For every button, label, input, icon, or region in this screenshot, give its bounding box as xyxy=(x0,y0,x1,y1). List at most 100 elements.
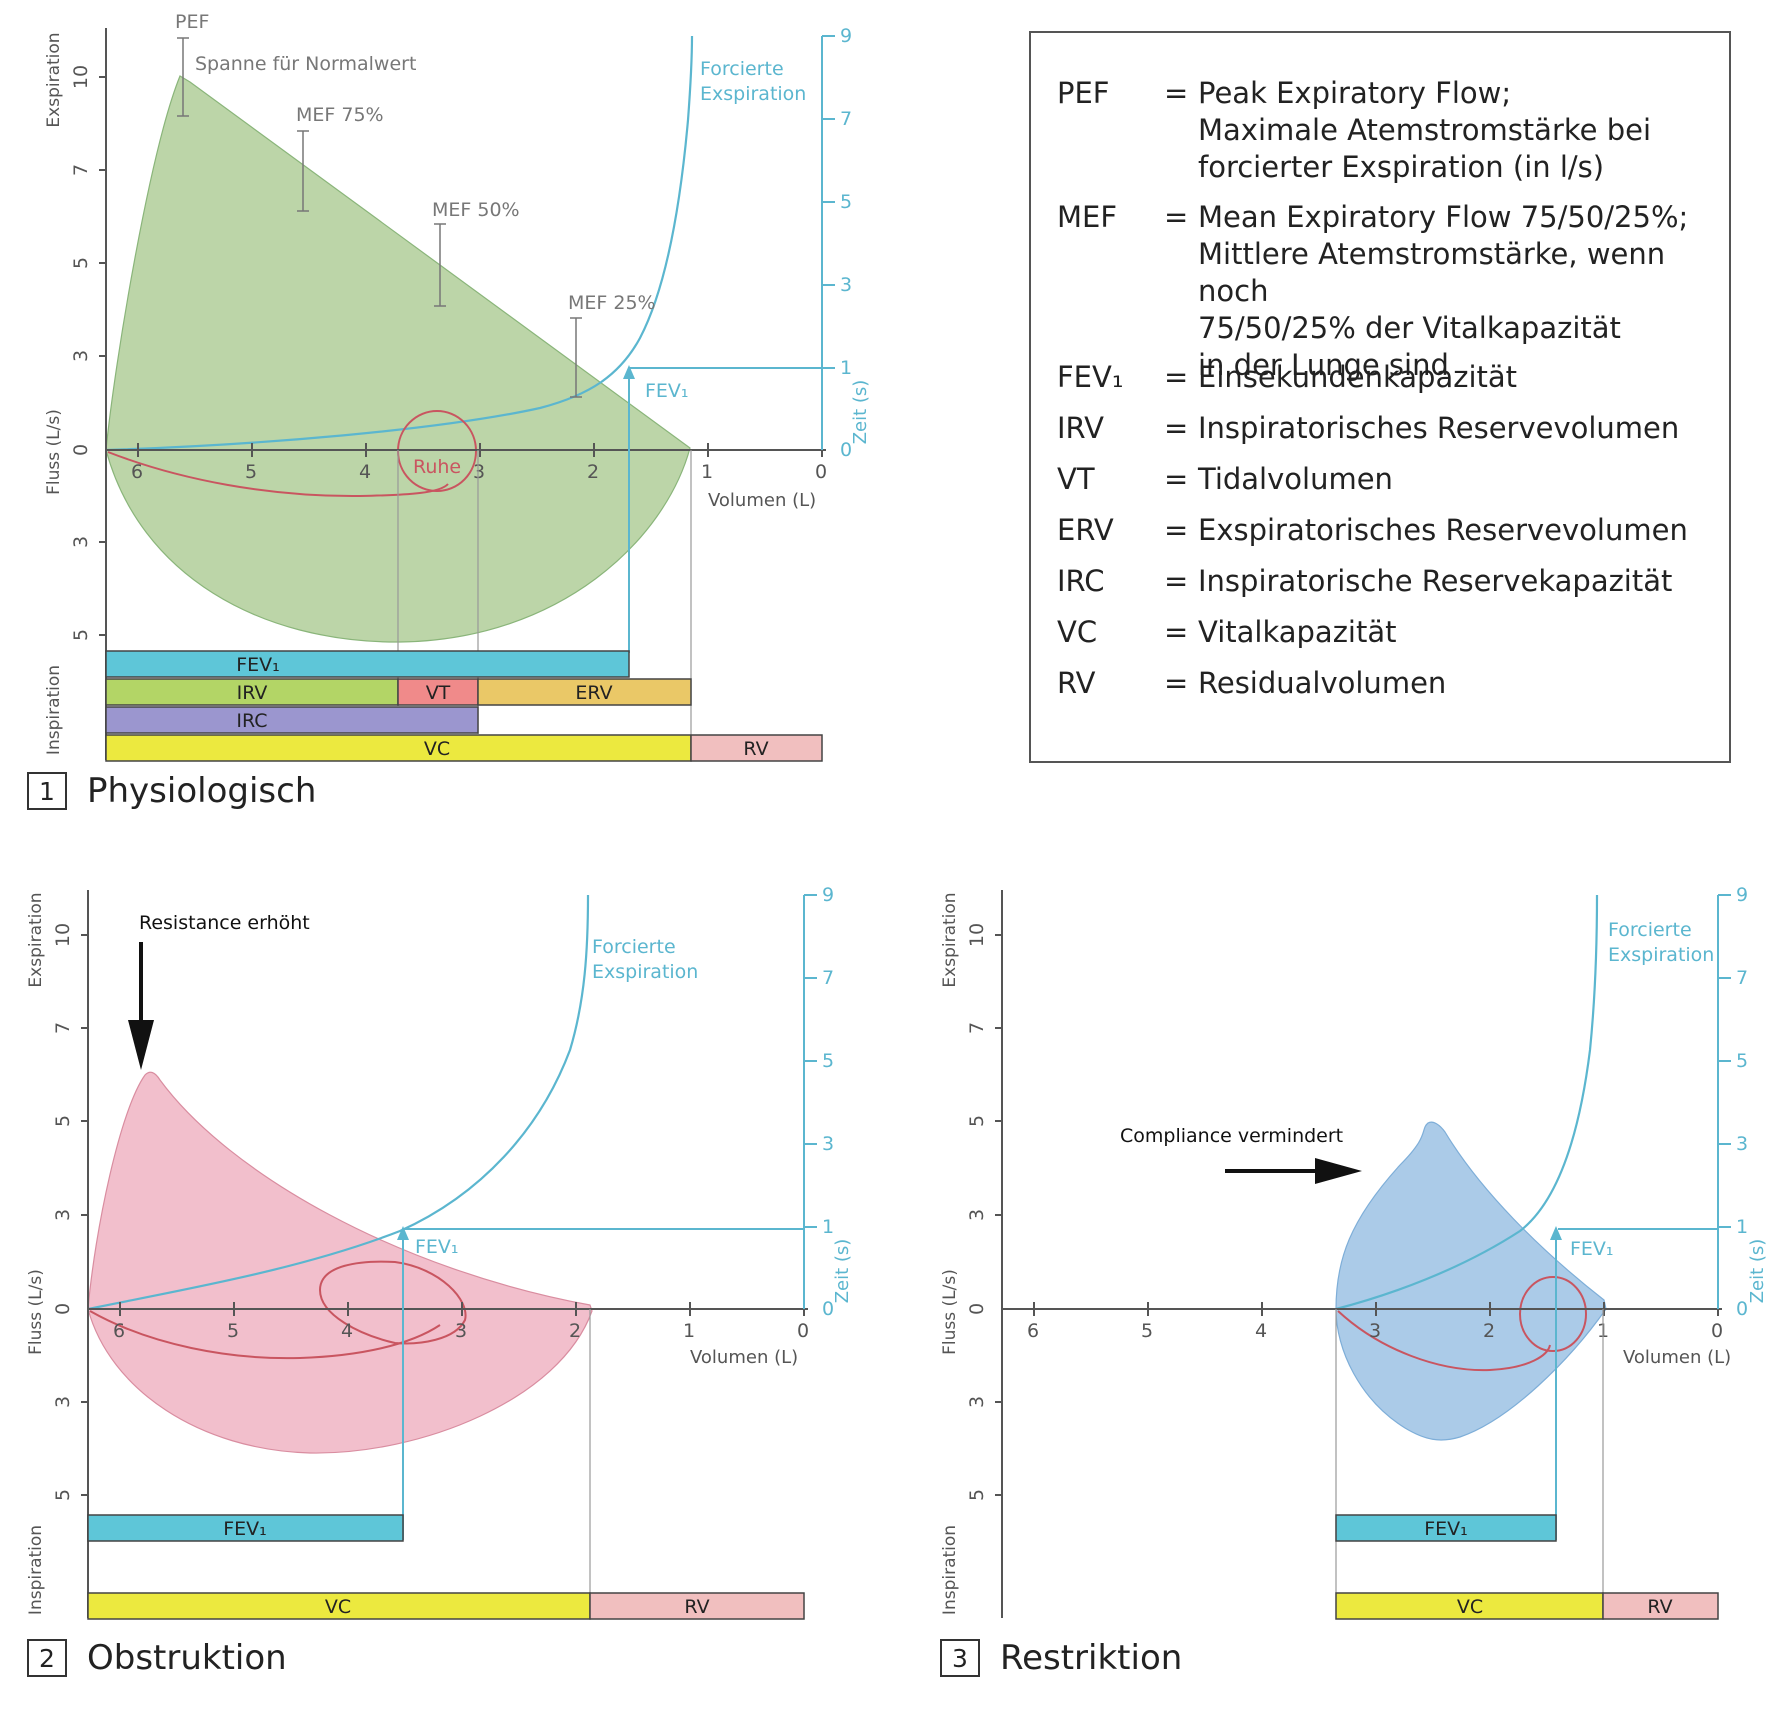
time-tick-label: 7 xyxy=(1736,967,1748,989)
inspiration-axis-label: Inspiration xyxy=(940,1525,960,1615)
bar-guides xyxy=(1335,1309,1604,1593)
legend-abbr: VC xyxy=(1057,615,1098,649)
x-tick-label: 6 xyxy=(131,461,143,483)
y-tick-label: 3 xyxy=(52,1396,74,1408)
time-axis xyxy=(1717,894,1731,1309)
ruhe-label: Ruhe xyxy=(413,456,461,478)
fev1-bar xyxy=(87,1514,404,1542)
x-tick-marks xyxy=(137,443,823,457)
legend-equals: = xyxy=(1164,411,1189,445)
panel-obstruktion: 6 5 4 3 2 1 0 Volumen (L) 10 7 5 3 0 3 5… xyxy=(26,884,853,1620)
time-tick-label: 1 xyxy=(1736,1216,1748,1238)
tidal-breath-curve xyxy=(1337,1310,1551,1372)
vt-bar-label: VT xyxy=(426,682,451,704)
time-tick-label: 1 xyxy=(840,357,852,379)
fev1-bar-label: FEV₁ xyxy=(236,654,280,676)
caption-physiologisch: 1 Physiologisch xyxy=(27,771,316,811)
mef75-label: MEF 75% xyxy=(296,104,384,126)
time-tick-label: 0 xyxy=(822,1298,834,1320)
fev1-bar xyxy=(105,650,630,678)
irc-bar xyxy=(105,706,479,734)
expiration-axis-label: Exspiration xyxy=(940,892,960,987)
time-tick-label: 3 xyxy=(840,274,852,296)
y-tick-label: 5 xyxy=(52,1489,74,1501)
x-tick-label: 4 xyxy=(359,461,371,483)
y-tick-label: 10 xyxy=(52,923,74,947)
panel-physiologisch: Ruhe 6 5 4 3 2 1 0 Volumen (L) 10 7 5 xyxy=(44,11,871,762)
y-tick-marks xyxy=(81,934,88,1496)
time-tick-label: 3 xyxy=(1736,1133,1748,1155)
fev1-label: FEV₁ xyxy=(645,380,689,402)
fev1-label: FEV₁ xyxy=(415,1236,459,1258)
fev1-label: FEV₁ xyxy=(1570,1238,1614,1260)
panel-number: 2 xyxy=(27,1639,67,1677)
forced-expiration-curve xyxy=(1335,894,1599,1311)
x-tick-label: 5 xyxy=(1141,1320,1153,1342)
compliance-annotation: Compliance vermindert xyxy=(1120,1125,1343,1147)
vc-bar xyxy=(105,734,692,762)
time-axis xyxy=(803,894,817,1309)
y-tick-label: 7 xyxy=(70,164,92,176)
rv-bar-label: RV xyxy=(684,1596,709,1618)
forced-expiration-label: Exspiration xyxy=(592,961,698,983)
normalwert-label: Spanne für Normalwert xyxy=(195,53,416,75)
volume-axis-label: Volumen (L) xyxy=(690,1347,798,1368)
fev1-bar-label: FEV₁ xyxy=(1424,1518,1468,1540)
time-axis-label: Zeit (s) xyxy=(850,380,871,445)
resistance-annotation: Resistance erhöht xyxy=(139,912,310,934)
green-flow-volume-loop xyxy=(105,75,691,643)
fev1-bar-label: FEV₁ xyxy=(223,1518,267,1540)
y-tick-label: 3 xyxy=(52,1209,74,1221)
tidal-loop-circle xyxy=(1519,1276,1587,1352)
y-tick-label: 10 xyxy=(70,65,92,89)
legend-equals: = xyxy=(1164,360,1189,394)
legend-abbr: IRC xyxy=(1057,564,1105,598)
flow-axis-label: Fluss (L/s) xyxy=(26,1269,46,1355)
inspiration-axis-label: Inspiration xyxy=(26,1525,46,1615)
flow-axis-label: Fluss (L/s) xyxy=(940,1269,960,1355)
x-tick-marks xyxy=(119,1302,805,1316)
rv-bar-label: RV xyxy=(743,738,768,760)
legend-abbr: MEF xyxy=(1057,200,1118,234)
legend-abbr: FEV₁ xyxy=(1057,360,1124,394)
fev1-arrowhead xyxy=(623,365,635,379)
y-tick-label: 7 xyxy=(966,1022,988,1034)
irc-bar-label: IRC xyxy=(236,710,267,732)
y-tick-label: 5 xyxy=(52,1115,74,1127)
legend-abbr: IRV xyxy=(1057,411,1104,445)
legend-definition: Exspiratorisches Reservevolumen xyxy=(1198,513,1688,547)
time-tick-label: 7 xyxy=(822,967,834,989)
legend-equals: = xyxy=(1164,513,1189,547)
expiration-axis-label: Exspiration xyxy=(44,32,64,127)
rv-bar xyxy=(589,1592,805,1620)
panel-restriktion: 6 5 4 3 2 1 0 Volumen (L) 10 7 5 3 0 3 5… xyxy=(940,884,1768,1620)
legend-abbr: RV xyxy=(1057,666,1096,700)
legend-abbr: PEF xyxy=(1057,76,1110,110)
caption-restriktion: 3 Restriktion xyxy=(940,1638,1182,1678)
legend-equals: = xyxy=(1164,666,1189,700)
volume-axis-label: Volumen (L) xyxy=(1623,1347,1731,1368)
x-tick-label: 4 xyxy=(341,1320,353,1342)
time-tick-label: 3 xyxy=(822,1133,834,1155)
x-tick-label: 4 xyxy=(1255,1320,1267,1342)
mef50-label: MEF 50% xyxy=(432,199,520,221)
y-tick-label: 0 xyxy=(52,1303,74,1315)
time-tick-label: 5 xyxy=(1736,1050,1748,1072)
y-tick-label: 5 xyxy=(966,1489,988,1501)
y-tick-label: 5 xyxy=(70,257,92,269)
x-tick-label: 1 xyxy=(701,461,713,483)
forced-expiration-curve xyxy=(105,35,694,452)
fev1-bar xyxy=(1335,1514,1557,1542)
legend-definition: Mean Expiratory Flow 75/50/25%; Mittlere… xyxy=(1198,200,1689,382)
x-tick-label: 0 xyxy=(797,1320,809,1342)
time-tick-label: 0 xyxy=(840,439,852,461)
time-tick-label: 7 xyxy=(840,108,852,130)
time-tick-label: 1 xyxy=(822,1216,834,1238)
y-tick-label: 5 xyxy=(966,1115,988,1127)
time-axis-label: Zeit (s) xyxy=(832,1239,853,1304)
y-tick-marks xyxy=(995,934,1002,1496)
legend-equals: = xyxy=(1164,564,1189,598)
resistance-arrowhead xyxy=(128,1020,154,1070)
caption-obstruktion: 2 Obstruktion xyxy=(27,1638,287,1678)
